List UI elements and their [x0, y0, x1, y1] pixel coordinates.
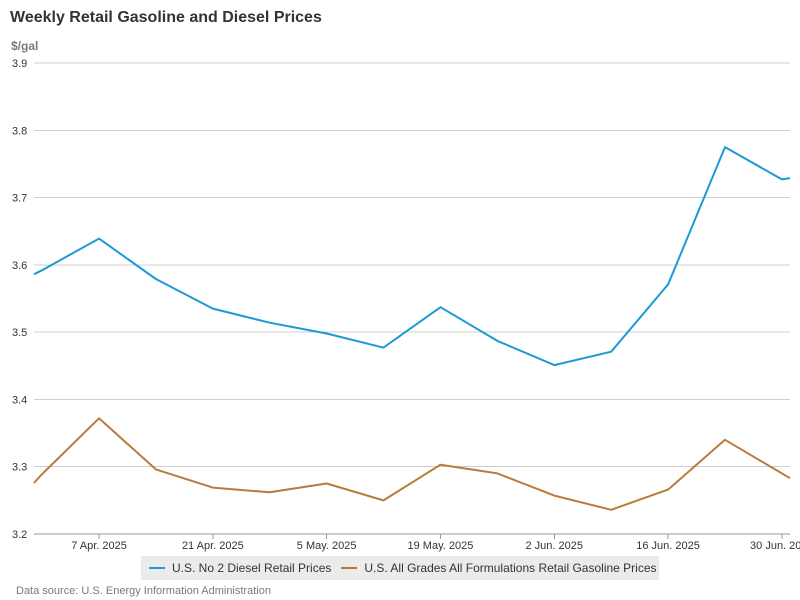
y-tick-label: 3.6	[12, 260, 27, 272]
diesel-price-line	[33, 146, 791, 367]
y-tick-label: 3.3	[12, 462, 27, 474]
legend-swatch-gasoline	[341, 567, 358, 569]
legend-label-diesel: U.S. No 2 Diesel Retail Prices	[172, 561, 332, 575]
y-tick-label: 3.4	[12, 394, 27, 406]
y-tick-label: 3.8	[12, 125, 27, 137]
x-tick-label: 5 May. 2025	[297, 540, 357, 552]
x-tick-label: 2 Jun. 2025	[526, 540, 584, 552]
legend-swatch-diesel	[149, 567, 165, 569]
y-tick-label: 3.7	[12, 193, 27, 205]
chart-legend: U.S. No 2 Diesel Retail Prices U.S. All …	[141, 556, 659, 580]
legend-item-gasoline[interactable]: U.S. All Grades All Formulations Retail …	[341, 561, 657, 575]
legend-label-gasoline: U.S. All Grades All Formulations Retail …	[364, 561, 657, 575]
legend-item-diesel[interactable]: U.S. No 2 Diesel Retail Prices	[149, 561, 331, 575]
chart-title: Weekly Retail Gasoline and Diesel Prices	[10, 9, 322, 26]
y-tick-label: 3.5	[12, 327, 27, 339]
y-tick-label: 3.9	[12, 58, 27, 70]
x-tick-label: 16 Jun. 2025	[636, 540, 700, 552]
x-tick-label: 21 Apr. 2025	[182, 540, 244, 552]
y-tick-label: 3.2	[12, 529, 27, 541]
gasoline-price-line	[33, 417, 791, 511]
x-tick-label: 7 Apr. 2025	[71, 540, 127, 552]
y-axis-unit-label: $/gal	[11, 39, 39, 53]
data-source-note: Data source: U.S. Energy Information Adm…	[16, 585, 271, 597]
x-tick-label: 30 Jun. 2025	[750, 540, 800, 552]
x-tick-label: 19 May. 2025	[408, 540, 474, 552]
